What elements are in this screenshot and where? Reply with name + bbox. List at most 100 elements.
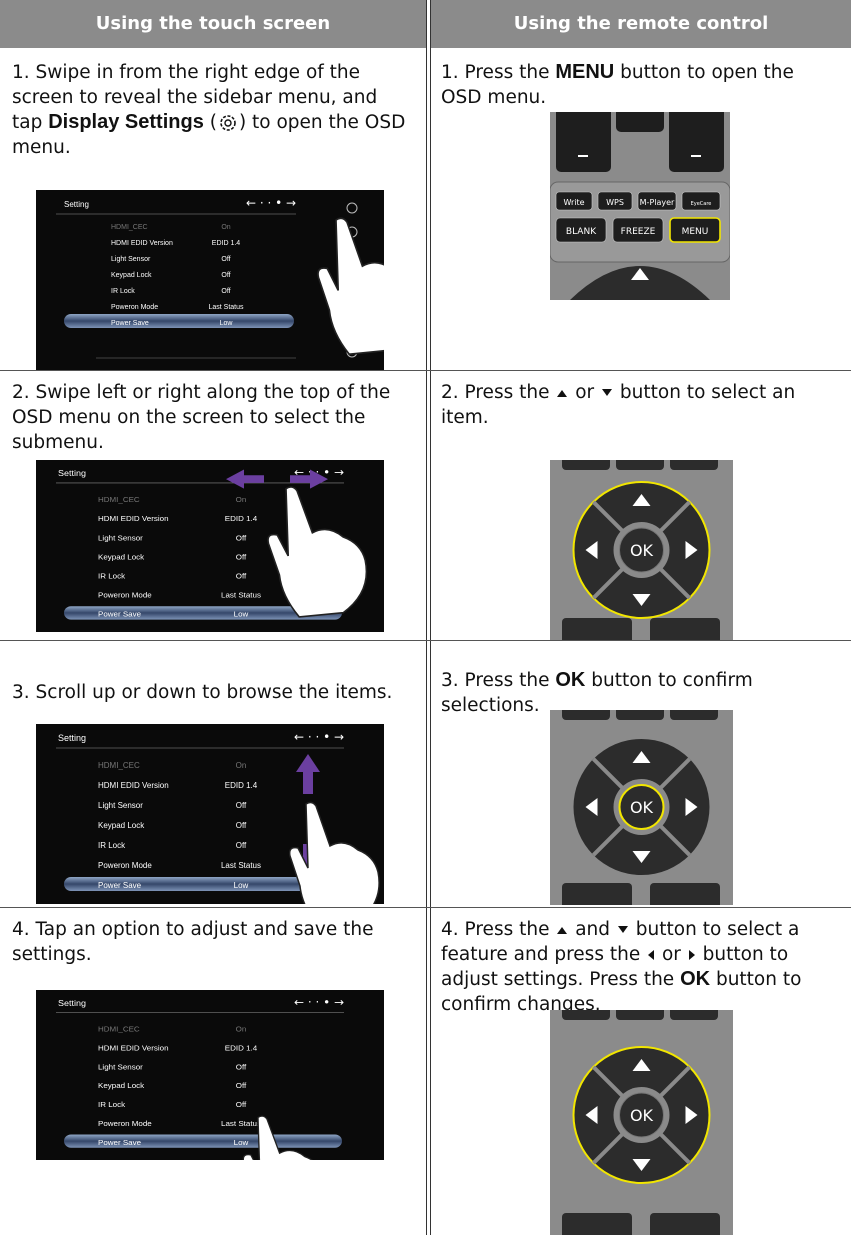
text: and <box>569 919 616 940</box>
osd-value: Low <box>234 1138 249 1147</box>
osd-label: Power Save <box>98 610 141 619</box>
screen <box>36 990 384 1160</box>
osd-label: Poweron Mode <box>111 304 158 311</box>
remote-key <box>555 217 607 243</box>
remote-image: Write WPS M-Player EyeCare BLANK FREEZE MENU <box>550 112 730 300</box>
remote-key <box>597 191 633 211</box>
text: button to adjust settings. Press the <box>441 944 789 990</box>
osd-dots: ← · · • → <box>294 995 344 1009</box>
step-text: 3. Scroll up or down to browse the items… <box>12 680 424 705</box>
osd-value: Off <box>236 553 247 562</box>
key-label: MENU <box>682 227 709 237</box>
osd-value: Off <box>221 256 230 263</box>
osd-value: Off <box>236 841 247 850</box>
key <box>650 1213 720 1235</box>
text: button to confirm selections. <box>441 670 753 716</box>
key <box>556 112 611 172</box>
text: ( <box>203 112 217 133</box>
ok-button <box>618 784 665 830</box>
step-text: 2. Press the or button to select an item… <box>441 380 836 430</box>
osd-label: HDMI_CEC <box>98 761 140 770</box>
osd-value: Off <box>236 533 247 542</box>
osd-label: HDMI EDID Version <box>111 240 173 247</box>
osd-label: IR Lock <box>98 572 125 581</box>
osd-label: Keypad Lock <box>98 821 145 830</box>
osd-value: Last Status <box>221 861 261 870</box>
key <box>616 460 664 470</box>
text: 4. Tap an option to adjust and save the … <box>12 919 374 965</box>
arrow <box>226 469 264 489</box>
osd-value: On <box>221 224 230 231</box>
osd-value: EDID 1.4 <box>225 781 258 790</box>
osd-screenshot: Setting ← · · • → HDMI_CEC On HDMI EDID Vers… <box>36 190 384 370</box>
ok-label: OK <box>630 798 654 817</box>
key <box>670 710 718 720</box>
osd-label: HDMI_CEC <box>98 1025 140 1034</box>
osd-label: HDMI EDID Version <box>98 1044 169 1053</box>
osd-highlight <box>64 606 342 620</box>
key <box>616 1010 664 1020</box>
gear-icon <box>220 115 236 131</box>
remote-key <box>612 217 664 243</box>
left-icon <box>648 950 655 960</box>
text-bold: Display Settings <box>48 111 204 133</box>
osd-value: Last Status <box>221 591 261 600</box>
hand <box>317 217 384 356</box>
arrow <box>296 754 320 794</box>
osd-label: Light Sensor <box>98 533 143 542</box>
osd-screenshot: Setting ← · · • → HDMI_CEC On HDMI EDID Vers… <box>36 990 384 1160</box>
step-text: 2. Swipe left or right along the top of … <box>12 380 417 455</box>
osd-title: Setting <box>58 733 86 743</box>
key <box>562 1010 610 1020</box>
text-bold: MENU <box>555 61 615 83</box>
osd-label: IR Lock <box>111 288 135 295</box>
text: 2. Swipe left or right along the top of … <box>12 382 391 453</box>
key <box>670 460 718 470</box>
text: 1. Press the <box>441 62 556 83</box>
osd-value: Off <box>236 1081 247 1090</box>
osd-title: Setting <box>58 468 86 478</box>
key <box>562 883 632 905</box>
arrow <box>290 469 328 489</box>
divider <box>430 0 431 1235</box>
osd-label: HDMI EDID Version <box>98 781 169 790</box>
step-text: 1. Swipe in from the right edge of the s… <box>12 60 412 160</box>
osd-value: Off <box>236 1100 247 1109</box>
key-label: EyeCare <box>691 201 712 207</box>
text: 3. Scroll up or down to browse the items… <box>12 682 393 703</box>
osd-value: Off <box>236 1063 247 1072</box>
text: button to select a feature and press the <box>441 919 800 965</box>
key <box>650 618 720 640</box>
key <box>650 883 720 905</box>
osd-label: Keypad Lock <box>111 272 152 279</box>
osd-value: On <box>236 761 247 770</box>
osd-label: Poweron Mode <box>98 861 152 870</box>
osd-value: Last Status <box>208 304 244 311</box>
key-label: BLANK <box>566 227 597 237</box>
divider <box>426 0 427 1235</box>
osd-label: HDMI EDID Version <box>98 514 169 523</box>
key <box>562 1213 632 1235</box>
osd-title: Setting <box>58 998 86 1008</box>
text: ) to open the OSD menu. <box>12 112 406 158</box>
key <box>562 618 632 640</box>
osd-value: Low <box>220 320 234 327</box>
row-divider <box>0 640 851 641</box>
osd-label: Power Save <box>111 320 149 327</box>
osd-value: Off <box>236 801 247 810</box>
row-divider <box>0 907 851 908</box>
osd-value: EDID 1.4 <box>225 1044 258 1053</box>
osd-dots: ← · · • → <box>294 730 344 744</box>
hand <box>242 1115 313 1160</box>
down-icon <box>602 389 613 396</box>
text: button to confirm changes. <box>441 969 802 1015</box>
text-bold: OK <box>680 968 711 990</box>
osd-screenshot: Setting ← · · • → HDMI_CEC On HDMI EDID Vers… <box>36 724 384 904</box>
remote-key <box>681 191 721 211</box>
key-label: FREEZE <box>621 227 656 237</box>
osd-value: On <box>236 495 247 504</box>
text: button to select an item. <box>441 382 796 428</box>
step-text: 3. Press the OK button to confirm select… <box>441 668 836 718</box>
osd-highlight <box>64 314 294 328</box>
osd-value: Off <box>221 272 230 279</box>
